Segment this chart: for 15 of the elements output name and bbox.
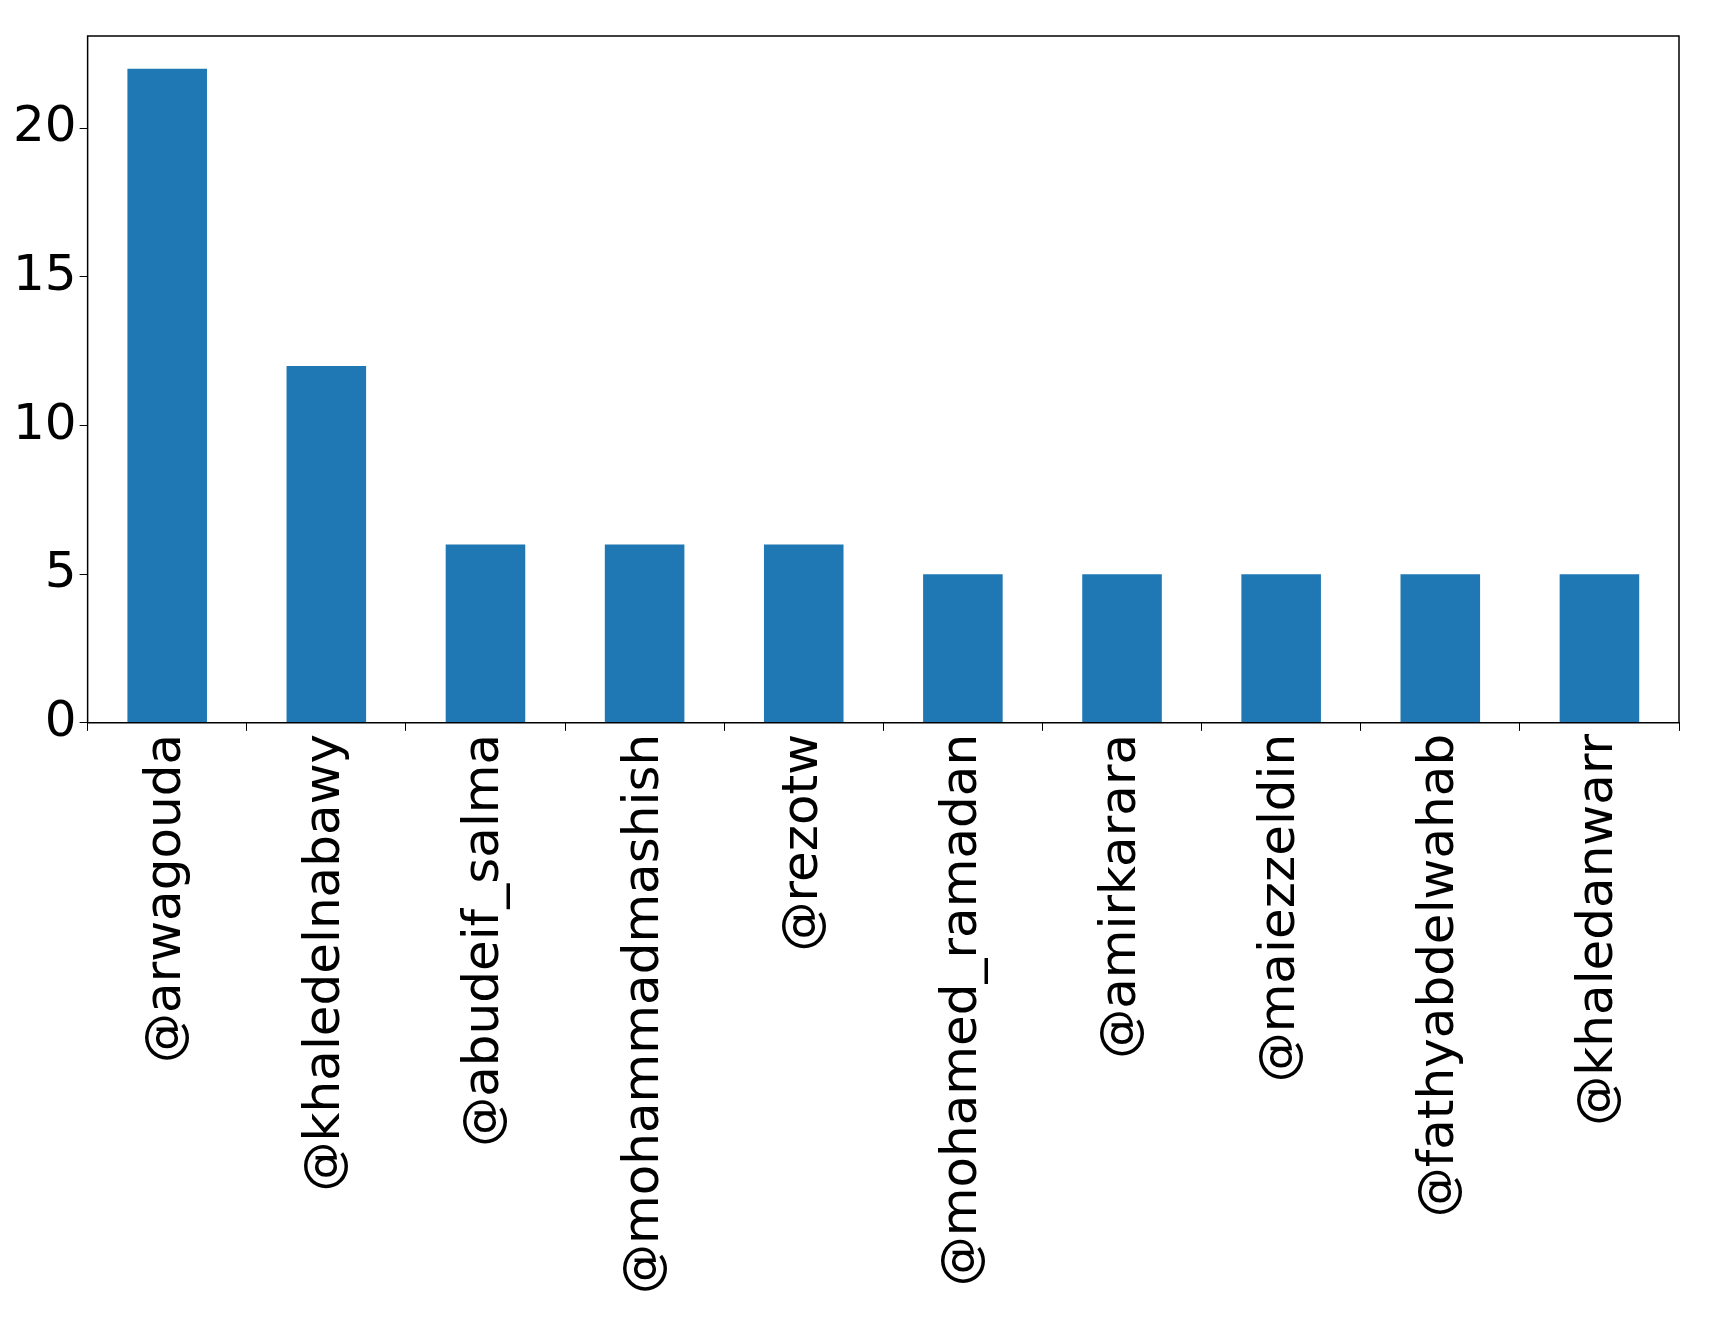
x-tick-label: @rezotw — [770, 733, 829, 952]
x-tick-label: @mohammadmashish — [611, 733, 670, 1295]
x-tick-label: @amirkarara — [1089, 733, 1147, 1059]
y-tick-label: 20 — [13, 95, 77, 154]
x-tick-label: @abudeif_salma — [452, 733, 511, 1147]
x-tick-label: @arwagouda — [134, 733, 193, 1064]
x-tick-label: @maiezzeldin — [1248, 733, 1307, 1083]
y-tick-label: 0 — [44, 689, 77, 748]
y-tick-label: 15 — [13, 243, 77, 302]
x-tick-label: @mohamed_ramadan — [929, 733, 988, 1287]
y-tick-label: 5 — [44, 541, 77, 600]
x-tick-label: @khaledanwarr — [1566, 733, 1625, 1126]
x-tick-label: @khaledelnabawy — [293, 733, 352, 1192]
y-tick-label: 10 — [13, 392, 77, 451]
x-tick-label: @fathyabdelwahab — [1407, 733, 1466, 1218]
